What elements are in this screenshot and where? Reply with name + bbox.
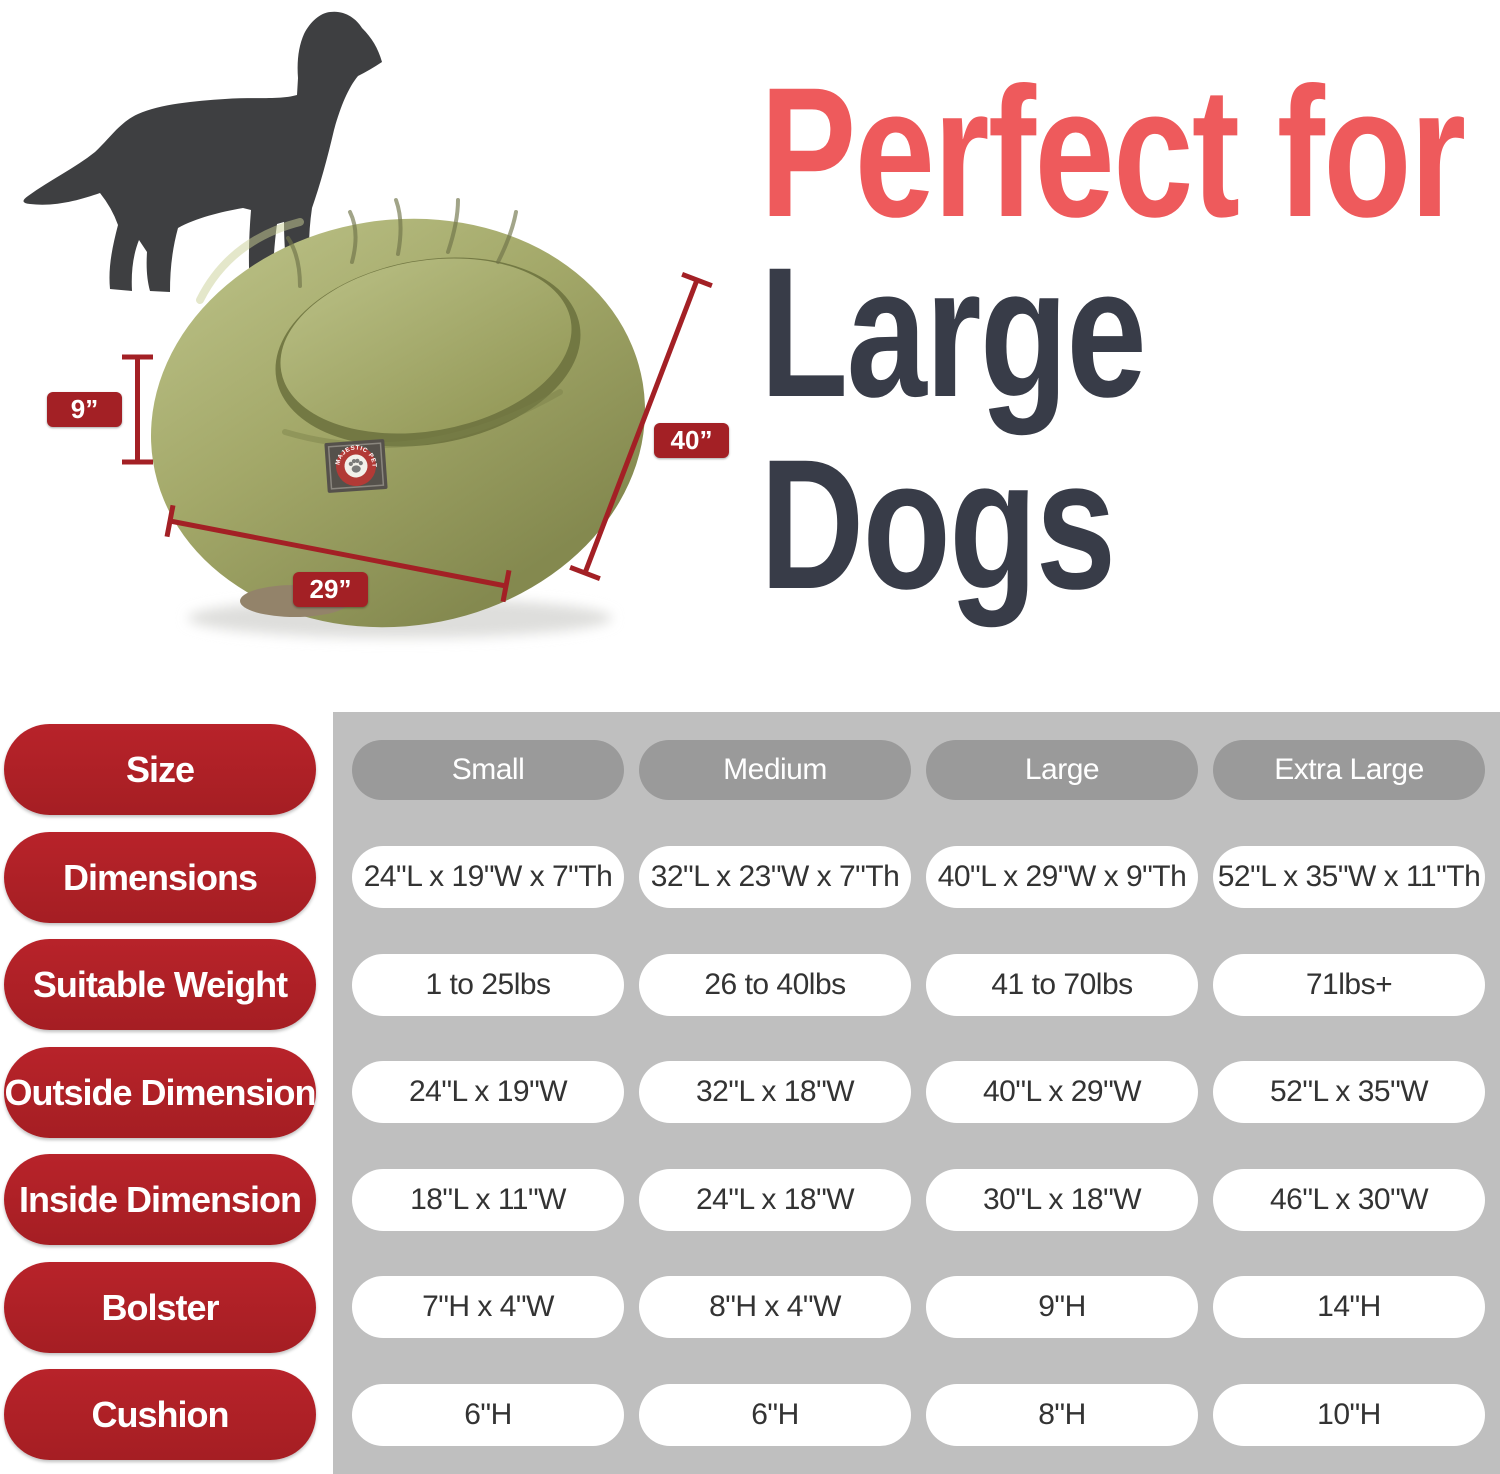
cell-cushion-medium: 6"H	[639, 1384, 911, 1446]
column-header-medium: Medium	[639, 740, 911, 800]
cell-inside-large: 30"L x 18"W	[926, 1169, 1198, 1231]
cell-dimensions-medium: 32"L x 23"W x 7"Th	[639, 846, 911, 908]
dog-bed-illustration: MAJESTIC PET	[151, 198, 645, 638]
headline-line-large: Large	[760, 230, 1147, 436]
column-header-small: Small	[352, 740, 624, 800]
cell-outside-medium: 32"L x 18"W	[639, 1061, 911, 1123]
cell-inside-small: 18"L x 11"W	[352, 1169, 624, 1231]
cell-cushion-extra-large: 10"H	[1213, 1384, 1485, 1446]
cell-inside-medium: 24"L x 18"W	[639, 1169, 911, 1231]
measurement-lines	[122, 271, 713, 603]
cell-bolster-medium: 8"H x 4"W	[639, 1276, 911, 1338]
column-header-extra-large: Extra Large	[1213, 740, 1485, 800]
cell-weight-extra-large: 71lbs+	[1213, 954, 1485, 1016]
cell-bolster-large: 9"H	[926, 1276, 1198, 1338]
headline-main: Large Dogs	[760, 230, 1147, 629]
length-line	[582, 279, 700, 574]
row-label-inside-dimension: Inside Dimension	[4, 1154, 316, 1245]
cell-bolster-extra-large: 14"H	[1213, 1276, 1485, 1338]
cell-inside-extra-large: 46"L x 30"W	[1213, 1169, 1485, 1231]
cell-cushion-small: 6"H	[352, 1384, 624, 1446]
paw-icon	[348, 458, 363, 473]
column-header-large: Large	[926, 740, 1198, 800]
cell-dimensions-large: 40"L x 29"W x 9"Th	[926, 846, 1198, 908]
headline-accent: Perfect for	[760, 50, 1466, 256]
bed-front-shading	[282, 389, 563, 449]
bed-highlight	[196, 218, 304, 304]
row-label-bolster: Bolster	[4, 1262, 316, 1353]
cell-outside-extra-large: 52"L x 35"W	[1213, 1061, 1485, 1123]
bed-pleats	[286, 198, 518, 288]
headline-line-dogs: Dogs	[760, 422, 1116, 629]
length-dimension-label: 40”	[654, 423, 729, 458]
brand-tag: MAJESTIC PET	[324, 439, 388, 493]
cell-bolster-small: 7"H x 4"W	[352, 1276, 624, 1338]
height-dimension-label: 9”	[47, 392, 122, 427]
row-label-size: Size	[4, 724, 316, 815]
hero-illustration: MAJESTIC PET	[23, 11, 713, 638]
cell-outside-small: 24"L x 19"W	[352, 1061, 624, 1123]
bed-cushion	[280, 258, 572, 434]
row-label-cushion: Cushion	[4, 1369, 316, 1460]
cell-outside-large: 40"L x 29"W	[926, 1061, 1198, 1123]
cell-weight-small: 1 to 25lbs	[352, 954, 624, 1016]
cell-weight-medium: 26 to 40lbs	[639, 954, 911, 1016]
row-label-outside-dimension: Outside Dimension	[4, 1047, 317, 1138]
cell-dimensions-extra-large: 52"L x 35"W x 11"Th	[1213, 846, 1485, 908]
cell-dimensions-small: 24"L x 19"W x 7"Th	[352, 846, 624, 908]
cell-cushion-large: 8"H	[926, 1384, 1198, 1446]
row-label-suitable-weight: Suitable Weight	[4, 939, 316, 1030]
row-label-dimensions: Dimensions	[4, 832, 316, 923]
cell-weight-large: 41 to 70lbs	[926, 954, 1198, 1016]
width-dimension-label: 29”	[293, 572, 368, 607]
width-line	[169, 518, 507, 589]
